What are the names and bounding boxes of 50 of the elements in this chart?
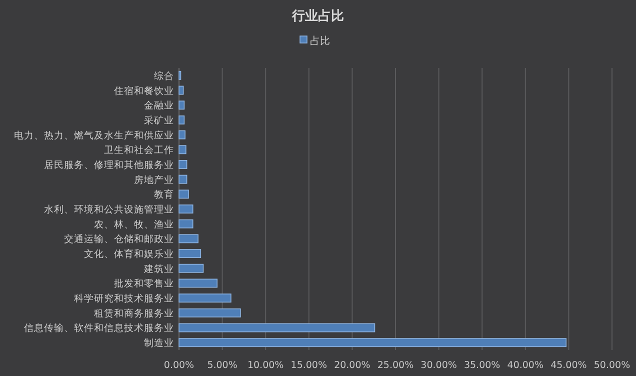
x-tick-label: 20.00% bbox=[334, 360, 370, 371]
y-tick-label: 综合 bbox=[154, 70, 174, 82]
x-tick-label: 30.00% bbox=[420, 360, 457, 371]
bar bbox=[178, 86, 184, 95]
legend-label: 占比 bbox=[310, 35, 330, 47]
bar bbox=[178, 219, 194, 228]
y-tick-label: 制造业 bbox=[144, 337, 174, 350]
bar bbox=[178, 145, 186, 154]
y-tick-label: 水利、环境和公共设施管理业 bbox=[44, 204, 174, 216]
x-tick-label: 40.00% bbox=[507, 360, 544, 371]
x-tick-label: 35.00% bbox=[464, 360, 500, 371]
x-tick-label: 25.00% bbox=[377, 360, 414, 371]
y-tick-label: 租赁和商务服务业 bbox=[94, 307, 174, 320]
y-tick-label: 教育 bbox=[154, 188, 174, 201]
y-tick-label: 采矿业 bbox=[144, 114, 174, 126]
y-tick-label: 交通运输、仓储和邮政业 bbox=[64, 233, 174, 246]
y-tick-label: 金融业 bbox=[144, 100, 174, 112]
y-tick-label: 居民服务、修理和其他服务业 bbox=[44, 158, 174, 171]
bar bbox=[178, 130, 186, 140]
bar bbox=[178, 249, 202, 258]
bar bbox=[178, 308, 241, 318]
x-tick-label: 50.00% bbox=[594, 360, 630, 371]
bar bbox=[178, 323, 376, 332]
chart-title: 行业占比 bbox=[291, 9, 344, 24]
y-tick-label: 农、林、牧、渔业 bbox=[94, 218, 174, 230]
bar bbox=[178, 190, 189, 199]
bar bbox=[178, 160, 188, 169]
bar bbox=[178, 115, 185, 124]
y-tick-label: 科学研究和技术服务业 bbox=[74, 292, 174, 305]
y-tick-label: 卫生和社会工作 bbox=[104, 144, 174, 156]
y-tick-label: 批发和零售业 bbox=[114, 278, 174, 290]
x-tick-label: 10.00% bbox=[247, 360, 284, 371]
bar bbox=[178, 278, 218, 288]
bar bbox=[178, 294, 232, 303]
bar bbox=[178, 234, 198, 244]
y-tick-label: 文化、体育和娱乐业 bbox=[84, 248, 174, 260]
y-tick-label: 电力、热力、燃气及水生产和供应业 bbox=[14, 129, 174, 142]
bar bbox=[178, 100, 185, 110]
y-tick-label: 住宿和餐饮业 bbox=[114, 84, 174, 97]
x-tick-label: 15.00% bbox=[290, 360, 328, 371]
y-tick-label: 房地产业 bbox=[134, 174, 174, 186]
bar bbox=[178, 264, 204, 273]
bar bbox=[178, 204, 194, 214]
x-tick-label: 5.00% bbox=[207, 360, 238, 371]
bar bbox=[178, 338, 566, 348]
y-tick-label: 建筑业 bbox=[143, 262, 174, 275]
y-tick-label: 信息传输、软件和信息技术服务业 bbox=[24, 322, 174, 334]
x-tick-label: 45.00% bbox=[550, 360, 587, 371]
bar bbox=[178, 174, 188, 184]
x-tick-label: 0.00% bbox=[164, 360, 194, 371]
